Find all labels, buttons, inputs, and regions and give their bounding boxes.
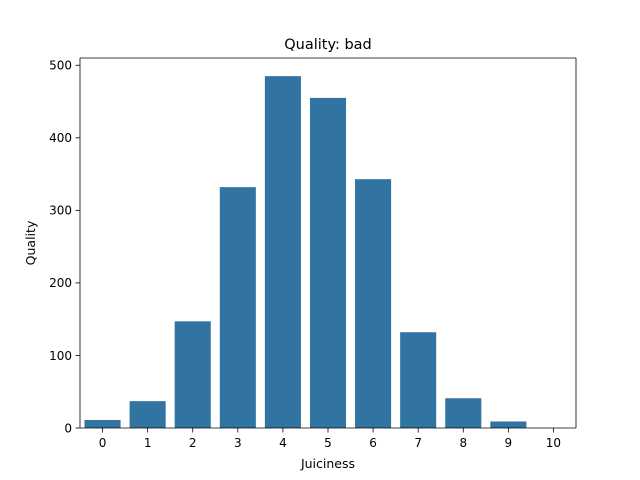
y-axis-label: Quality bbox=[23, 220, 38, 265]
y-tick-label: 0 bbox=[64, 421, 72, 435]
x-tick-label: 0 bbox=[99, 436, 107, 450]
bar-4 bbox=[264, 76, 301, 428]
x-ticks-group: 0 1 2 3 4 5 6 7 8 9 10 bbox=[99, 428, 561, 450]
y-ticks-group: 0 100 200 300 400 500 bbox=[49, 59, 80, 435]
bar-0 bbox=[84, 420, 121, 428]
bar-7 bbox=[400, 332, 437, 428]
y-tick-label: 500 bbox=[49, 59, 72, 73]
x-tick-label: 4 bbox=[279, 436, 287, 450]
y-tick-label: 100 bbox=[49, 349, 72, 363]
x-tick-label: 7 bbox=[414, 436, 422, 450]
x-tick-label: 10 bbox=[546, 436, 561, 450]
x-axis-label: Juiciness bbox=[300, 456, 355, 471]
x-tick-label: 3 bbox=[234, 436, 242, 450]
x-tick-label: 5 bbox=[324, 436, 332, 450]
chart-title: Quality: bad bbox=[284, 37, 372, 53]
bar-5 bbox=[309, 97, 347, 429]
y-tick-label: 200 bbox=[49, 276, 72, 290]
y-tick-label: 300 bbox=[49, 204, 72, 218]
x-tick-label: 9 bbox=[505, 436, 513, 450]
bar-9 bbox=[490, 421, 527, 428]
bar-8 bbox=[445, 398, 482, 428]
x-tick-label: 2 bbox=[189, 436, 197, 450]
x-tick-label: 1 bbox=[144, 436, 152, 450]
bar-1 bbox=[129, 401, 166, 428]
x-tick-label: 6 bbox=[369, 436, 377, 450]
y-tick-label: 400 bbox=[49, 131, 72, 145]
bars-group bbox=[84, 76, 527, 429]
bar-6 bbox=[355, 179, 392, 428]
x-tick-label: 8 bbox=[459, 436, 467, 450]
bar-3 bbox=[219, 187, 256, 428]
bar-2 bbox=[174, 321, 211, 428]
